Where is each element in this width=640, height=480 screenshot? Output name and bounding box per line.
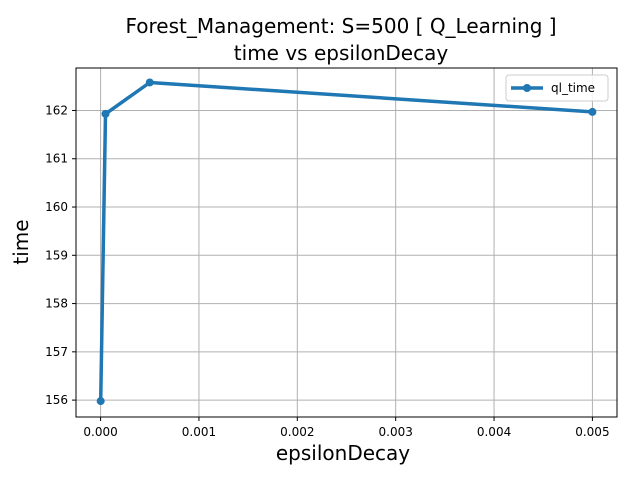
legend-marker-ql-time [523,84,531,92]
data-point [145,78,154,87]
y-tick-label: 157 [45,345,68,359]
chart-subtitle: time vs epsilonDecay [234,41,449,65]
data-point [101,109,110,118]
y-axis-label: time [9,219,33,264]
legend: ql_time [505,74,609,102]
y-tick-label: 156 [45,393,68,407]
x-tick-label: 0.002 [280,425,314,439]
plot-frame [75,67,618,418]
grid [76,68,617,417]
series-layer [96,78,597,406]
x-tick-label: 0.004 [477,425,511,439]
x-tick-label: 0.001 [182,425,216,439]
legend-box [505,74,609,102]
series-line-ql-time [98,80,593,402]
legend-label-ql-time: ql_time [551,81,595,95]
chart-title: Forest_Management: S=500 [ Q_Learning ] [125,14,556,38]
y-tick-label: 158 [45,297,68,311]
x-tick-label: 0.003 [379,425,413,439]
data-point [96,397,105,406]
y-tick-label: 159 [45,248,68,262]
x-tick-label: 0.000 [83,425,117,439]
y-tick-label: 160 [45,200,68,214]
x-tick-label: 0.005 [575,425,609,439]
y-tick-label: 162 [45,103,68,117]
ticks: 0.000 0.001 0.002 0.003 0.004 0.005 156 157 158 1… [45,103,609,439]
y-tick-label: 161 [45,152,68,166]
data-point [588,107,597,116]
x-axis-label: epsilonDecay [276,441,410,465]
